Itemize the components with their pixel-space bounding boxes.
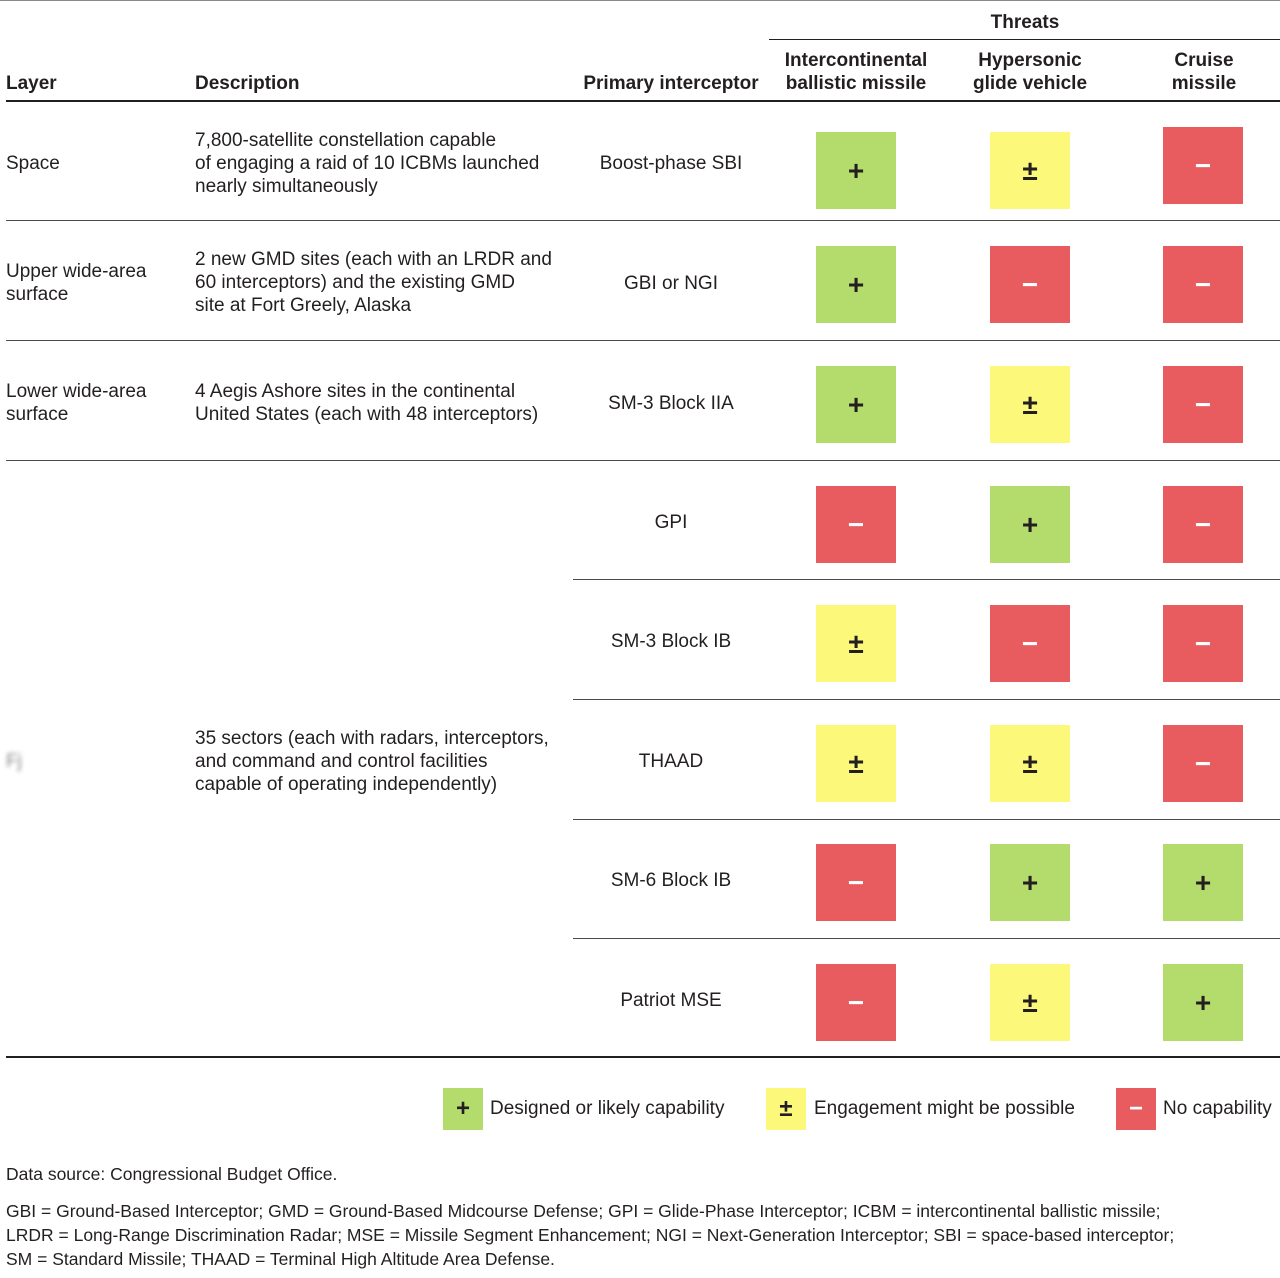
rating-cell-minus: − — [816, 964, 896, 1041]
cruise-header-line2: missile — [1171, 73, 1237, 94]
description-line: 60 interceptors) and the existing GMD — [195, 272, 515, 293]
icbm-header-line1: Intercontinental — [784, 50, 928, 71]
rating-cell-minus: − — [1163, 246, 1243, 323]
row-divider — [573, 579, 1280, 580]
data-source-note: Data source: Congressional Budget Office… — [6, 1164, 338, 1184]
interceptor-thaad: THAAD — [638, 751, 704, 772]
row-divider — [573, 938, 1280, 939]
description-lower-wide-area: 4 Aegis Ashore sites in the continental … — [195, 380, 538, 426]
interceptor-sm3-block-ib: SM-3 Block IB — [610, 631, 732, 652]
icbm-header-line2: ballistic missile — [785, 73, 927, 94]
description-line: and command and control facilities — [195, 751, 488, 772]
row-divider — [6, 340, 1280, 341]
rating-cell-plus: + — [816, 366, 896, 443]
hgv-header: Hypersonic glide vehicle — [944, 49, 1116, 95]
rating-cell-minus: − — [1163, 366, 1243, 443]
rating-cell-minus: − — [990, 246, 1070, 323]
table-bottom-rule — [6, 1056, 1280, 1058]
row-divider — [573, 819, 1280, 820]
rating-cell-plus: + — [1163, 964, 1243, 1041]
interceptor-sm3-block-iia: SM-3 Block IIA — [608, 393, 734, 414]
layer-header: Layer — [6, 73, 57, 94]
description-line: site at Fort Greely, Alaska — [195, 295, 412, 316]
row-divider — [6, 460, 1280, 461]
rating-cell-plus: + — [816, 132, 896, 209]
rating-cell-minus: − — [1163, 605, 1243, 682]
rating-cell-plus: + — [816, 246, 896, 323]
rating-cell-pm: ± — [990, 725, 1070, 802]
hgv-header-line1: Hypersonic — [978, 50, 1082, 71]
layer-point: Fj — [6, 751, 22, 772]
description-line: nearly simultaneously — [195, 176, 378, 197]
rating-cell-pm: ± — [990, 964, 1070, 1041]
layer-space: Space — [6, 153, 60, 174]
layer-line: surface — [6, 284, 69, 305]
interceptor-sm6-block-ib: SM-6 Block IB — [610, 870, 732, 891]
legend-pm-swatch: ± — [766, 1088, 806, 1130]
row-divider — [573, 699, 1280, 700]
rating-cell-minus: − — [1163, 486, 1243, 563]
description-line: 2 new GMD sites (each with an LRDR and — [195, 249, 552, 270]
legend-plus-swatch: + — [443, 1088, 483, 1130]
rating-cell-pm: ± — [990, 132, 1070, 209]
description-header: Description — [195, 73, 300, 94]
threats-header: Threats — [990, 12, 1060, 33]
legend-minus-swatch: − — [1116, 1088, 1156, 1130]
description-line: 7,800-satellite constellation capable — [195, 130, 497, 151]
row-divider — [6, 220, 1280, 221]
description-line: capable of operating independently) — [195, 774, 498, 795]
abbreviations-line: SM = Standard Missile; THAAD = Terminal … — [6, 1249, 555, 1269]
description-line: of engaging a raid of 10 ICBMs launched — [195, 153, 540, 174]
rating-cell-plus: + — [990, 844, 1070, 921]
description-line: 4 Aegis Ashore sites in the continental — [195, 381, 516, 402]
rating-cell-minus: − — [816, 844, 896, 921]
interceptor-gpi: GPI — [654, 512, 688, 533]
description-space: 7,800-satellite constellation capable of… — [195, 129, 539, 198]
threats-rule — [769, 39, 1280, 40]
layer-lower-wide-area: Lower wide-area surface — [6, 380, 146, 426]
interceptor-patriot-mse: Patriot MSE — [620, 990, 722, 1011]
top-rule — [0, 0, 1280, 1]
rating-cell-minus: − — [990, 605, 1070, 682]
layer-line: Lower wide-area — [6, 381, 147, 402]
rating-cell-plus: + — [1163, 844, 1243, 921]
layer-line: surface — [6, 404, 69, 425]
hgv-header-line2: glide vehicle — [972, 73, 1088, 94]
interceptor-gbi-or-ngi: GBI or NGI — [624, 273, 718, 294]
layer-upper-wide-area: Upper wide-area surface — [6, 260, 146, 306]
description-line: United States (each with 48 interceptors… — [195, 404, 539, 425]
rating-cell-pm: ± — [816, 725, 896, 802]
rating-cell-minus: − — [1163, 127, 1243, 204]
cruise-header: Cruise missile — [1118, 49, 1280, 95]
rating-cell-plus: + — [990, 486, 1070, 563]
interceptor-boost-phase-sbi: Boost-phase SBI — [599, 153, 743, 174]
layer-line: Upper wide-area — [6, 261, 147, 282]
rating-cell-minus: − — [1163, 725, 1243, 802]
abbreviations-line: GBI = Ground-Based Interceptor; GMD = Gr… — [6, 1201, 1161, 1221]
description-upper-wide-area: 2 new GMD sites (each with an LRDR and 6… — [195, 248, 552, 317]
abbreviations-note: GBI = Ground-Based Interceptor; GMD = Gr… — [6, 1199, 1174, 1271]
legend-minus-label: No capability — [1163, 1098, 1272, 1119]
description-line: 35 sectors (each with radars, intercepto… — [195, 728, 549, 749]
rating-cell-pm: ± — [990, 366, 1070, 443]
legend-plus-label: Designed or likely capability — [490, 1098, 725, 1119]
description-point: 35 sectors (each with radars, intercepto… — [195, 727, 549, 796]
icbm-header: Intercontinental ballistic missile — [770, 49, 942, 95]
rating-cell-pm: ± — [816, 605, 896, 682]
abbreviations-line: LRDR = Long-Range Discrimination Radar; … — [6, 1225, 1175, 1245]
cruise-header-line1: Cruise — [1174, 50, 1234, 71]
header-rule — [6, 100, 1280, 102]
rating-cell-minus: − — [816, 486, 896, 563]
legend-pm-label: Engagement might be possible — [814, 1098, 1075, 1119]
primary-interceptor-header: Primary interceptor — [583, 73, 759, 94]
